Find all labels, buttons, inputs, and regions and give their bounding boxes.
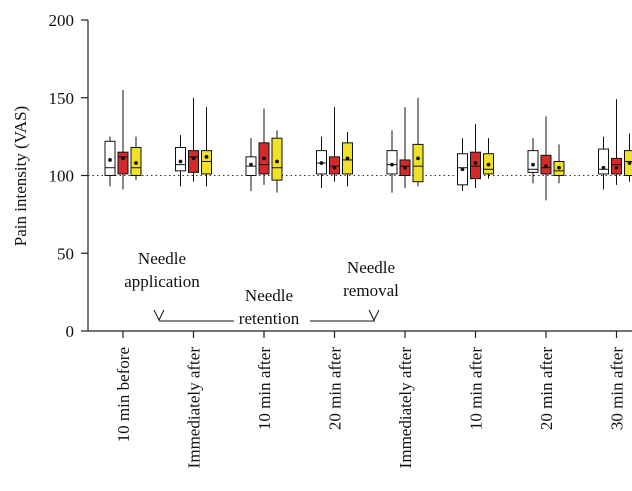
box-iqr xyxy=(329,156,340,175)
y-tick-label: 150 xyxy=(49,89,75,108)
box-iqr xyxy=(412,143,424,183)
box-series-1-8 xyxy=(598,136,609,190)
box-series-1-7 xyxy=(527,138,539,184)
annotation-application-line1: Needle xyxy=(138,249,186,268)
x-tick-label: Immediately after xyxy=(185,347,204,469)
box-iqr xyxy=(527,150,539,173)
box-series-3-2 xyxy=(201,107,212,187)
box-series-1-3 xyxy=(245,138,257,192)
box-series-2-6 xyxy=(470,124,481,188)
x-tick-label: 20 min after xyxy=(326,347,345,430)
box-iqr xyxy=(201,150,212,175)
box-series-2-3 xyxy=(258,108,270,185)
box-mean-point xyxy=(191,156,196,161)
box-mean-point xyxy=(486,162,491,167)
box-iqr xyxy=(271,137,283,181)
box-mean-point xyxy=(249,162,253,167)
box-mean-point xyxy=(460,167,465,172)
y-tick-label: 100 xyxy=(49,167,75,186)
x-tick-label: 10 min after xyxy=(467,347,486,430)
box-mean-point xyxy=(332,165,337,170)
x-tick-label: Immediately after xyxy=(396,347,415,469)
x-axis: 10 min before Immediately after 10 min aft… xyxy=(88,330,632,469)
box-mean-point xyxy=(531,162,535,167)
box-mean-point xyxy=(473,161,478,165)
box-series-3-6 xyxy=(483,138,494,179)
x-tick-label: 10 min before xyxy=(114,347,133,442)
annotation-needle-removal: Needle removal xyxy=(343,258,399,300)
box-mean-point xyxy=(178,159,183,164)
box-mean-point xyxy=(134,161,138,165)
box-series-3-8 xyxy=(624,133,632,182)
box-mean-point xyxy=(345,156,350,161)
box-series-1-1 xyxy=(104,136,116,187)
box-series-group xyxy=(104,89,632,201)
annotation-needle-retention: Needle retention xyxy=(239,286,300,328)
y-tick-label: 0 xyxy=(66,322,75,341)
annotation-removal-line2: removal xyxy=(343,281,399,300)
x-tick-label: 30 min after xyxy=(608,347,627,430)
y-tick-label: 50 xyxy=(57,244,74,263)
box-iqr xyxy=(188,150,199,173)
y-axis: 0 50 100 150 200 xyxy=(49,11,89,341)
annotation-application-line2: application xyxy=(124,272,200,291)
box-mean-point xyxy=(108,158,112,162)
retention-arrow-left xyxy=(153,309,165,322)
box-series-3-7 xyxy=(553,144,565,184)
x-tick-label: 10 min after xyxy=(255,347,274,430)
box-series-2-8 xyxy=(611,99,622,185)
box-series-2-5 xyxy=(399,107,411,188)
annotation-retention-line2: retention xyxy=(239,309,300,328)
box-series-3-4 xyxy=(342,131,353,187)
box-iqr xyxy=(386,150,398,175)
x-tick-label: 20 min after xyxy=(537,347,556,430)
annotation-removal-line1: Needle xyxy=(347,258,395,277)
box-series-2-1 xyxy=(117,89,129,190)
y-axis-title: Pain intensity (VAS) xyxy=(11,106,30,246)
box-series-3-3 xyxy=(271,130,283,193)
box-mean-point xyxy=(262,156,266,161)
box-mean-point xyxy=(557,165,561,170)
box-series-2-4 xyxy=(329,107,340,182)
box-mean-point xyxy=(275,159,279,164)
box-mean-point xyxy=(601,165,606,170)
box-iqr xyxy=(117,151,129,175)
box-series-3-5 xyxy=(412,97,424,187)
box-series-1-4 xyxy=(316,136,327,188)
box-mean-point xyxy=(403,165,407,170)
annotation-retention-line1: Needle xyxy=(245,286,293,305)
box-iqr xyxy=(175,147,186,172)
annotation-needle-application: Needle application xyxy=(124,249,200,291)
box-mean-point xyxy=(416,156,420,161)
box-mean-point xyxy=(614,165,619,170)
box-mean-point xyxy=(319,161,324,165)
box-series-2-7 xyxy=(540,116,552,201)
box-mean-point xyxy=(204,154,209,159)
box-mean-point xyxy=(544,164,548,169)
box-iqr xyxy=(470,151,481,180)
box-iqr xyxy=(598,148,609,175)
retention-arrow-right xyxy=(368,309,380,322)
box-series-1-5 xyxy=(386,130,398,193)
box-mean-point xyxy=(627,161,632,165)
box-series-1-6 xyxy=(457,138,468,192)
y-tick-label: 200 xyxy=(49,11,75,30)
box-series-3-1 xyxy=(130,136,142,181)
box-mean-point xyxy=(121,156,125,161)
box-series-1-2 xyxy=(175,135,186,187)
box-mean-point xyxy=(390,162,394,167)
retention-bracket xyxy=(153,309,380,322)
box-series-2-2 xyxy=(188,97,199,182)
